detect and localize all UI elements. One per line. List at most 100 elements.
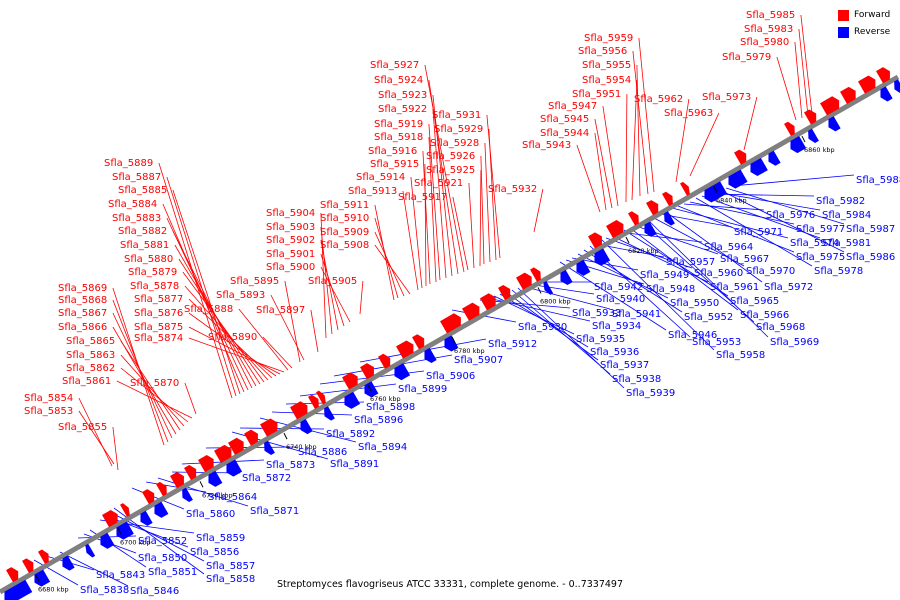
gene-label-sfla-5973: Sfla_5973 (702, 92, 751, 103)
gene-label-sfla-5884: Sfla_5884 (108, 199, 157, 210)
leader-line-sfla-5926 (480, 155, 485, 265)
reverse-gene-25 (664, 211, 675, 226)
forward-gene-22 (412, 334, 425, 350)
forward-gene-37 (804, 109, 817, 125)
gene-label-sfla-5892: Sfla_5892 (326, 429, 375, 440)
legend-reverse: Reverse (838, 25, 890, 39)
leader-line-sfla-5954 (631, 79, 638, 201)
leader-line-sfla-5932 (533, 188, 544, 233)
gene-label-sfla-5860: Sfla_5860 (186, 509, 235, 520)
reverse-gene-7 (140, 510, 153, 526)
leader-line-sfla-5966 (629, 227, 739, 311)
leader-line-sfla-5876 (188, 312, 277, 377)
gene-label-sfla-5919: Sfla_5919 (374, 119, 423, 130)
forward-gene-18 (342, 372, 358, 390)
gene-label-sfla-5917: Sfla_5917 (398, 192, 447, 203)
gene-label-sfla-5879: Sfla_5879 (128, 267, 177, 278)
gene-label-sfla-5977: Sfla_5977 (796, 224, 845, 235)
legend-reverse-label: Reverse (854, 27, 891, 37)
gene-label-sfla-5963: Sfla_5963 (664, 108, 713, 119)
gene-label-sfla-5960: Sfla_5960 (694, 268, 743, 279)
tick-label-9: 6840 kbp (716, 197, 747, 205)
gene-label-sfla-5967: Sfla_5967 (720, 254, 769, 265)
tick-label-3: 6720 kbp (202, 491, 233, 499)
leader-line-sfla-5958 (601, 239, 715, 351)
gene-label-sfla-5976: Sfla_5976 (766, 210, 815, 221)
gene-label-sfla-5888: Sfla_5888 (184, 304, 233, 315)
tick-label-8: 6820 kbp (628, 247, 659, 255)
leader-line-sfla-5978 (695, 197, 813, 267)
legend: Forward Reverse (838, 8, 890, 42)
leader-line-sfla-5871 (157, 477, 249, 507)
leader-line-sfla-5974 (671, 207, 789, 239)
gene-label-sfla-5909: Sfla_5909 (320, 227, 369, 238)
reverse-gene-26 (704, 181, 728, 203)
forward-gene-38 (820, 96, 840, 116)
gene-label-sfla-5878: Sfla_5878 (130, 281, 179, 292)
gene-label-sfla-5904: Sfla_5904 (266, 208, 315, 219)
forward-gene-21 (396, 340, 414, 359)
leader-line-sfla-5893 (270, 294, 305, 361)
gene-label-sfla-5851: Sfla_5851 (148, 567, 197, 578)
gene-label-sfla-5885: Sfla_5885 (118, 185, 167, 196)
forward-gene-14 (260, 418, 278, 437)
gene-label-sfla-5965: Sfla_5965 (730, 296, 779, 307)
leader-line-sfla-5888 (238, 308, 289, 371)
gene-label-sfla-5964: Sfla_5964 (704, 242, 753, 253)
forward-gene-15 (290, 401, 308, 420)
gene-label-sfla-5874: Sfla_5874 (134, 333, 183, 344)
gene-label-sfla-5906: Sfla_5906 (426, 371, 475, 382)
leader-line-sfla-5913 (402, 190, 419, 291)
reverse-gene-15 (344, 391, 361, 409)
forward-gene-23 (440, 313, 461, 334)
gene-label-sfla-5951: Sfla_5951 (572, 89, 621, 100)
reverse-gene-23 (594, 248, 611, 266)
leader-line-sfla-5915 (424, 163, 427, 287)
gene-label-sfla-5873: Sfla_5873 (266, 460, 315, 471)
leader-line-sfla-5885 (172, 189, 241, 395)
reverse-gene-4 (85, 543, 96, 558)
gene-label-sfla-5867: Sfla_5867 (58, 308, 107, 319)
leader-line-sfla-5901 (320, 253, 345, 327)
reverse-gene-12 (264, 440, 275, 455)
gene-label-sfla-5926: Sfla_5926 (426, 151, 475, 162)
forward-gene-39 (840, 86, 856, 104)
gene-label-sfla-5854: Sfla_5854 (24, 393, 73, 404)
forward-gene-9 (184, 465, 197, 481)
forward-gene-26 (498, 284, 511, 301)
leader-line-sfla-5977 (689, 201, 795, 225)
gene-label-sfla-5902: Sfla_5902 (266, 235, 315, 246)
tick-mark-8 (625, 236, 630, 244)
forward-gene-27 (516, 272, 532, 290)
reverse-gene-20 (543, 281, 554, 295)
gene-label-sfla-5966: Sfla_5966 (740, 310, 789, 321)
gene-label-sfla-5911: Sfla_5911 (320, 200, 369, 211)
tick-label-1: 6680 kbp (38, 585, 69, 593)
gene-label-sfla-5838: Sfla_5838 (80, 585, 129, 596)
gene-label-sfla-5953: Sfla_5953 (692, 337, 741, 348)
leader-line-sfla-5917 (452, 196, 469, 271)
gene-label-sfla-5858: Sfla_5858 (206, 574, 255, 585)
gene-label-sfla-5985: Sfla_5985 (746, 10, 795, 21)
genome-backbone (0, 74, 900, 595)
reverse-gene-6 (116, 521, 134, 540)
gene-label-sfla-5915: Sfla_5915 (370, 159, 419, 170)
label-leader-lines (33, 14, 855, 587)
leader-line-sfla-5979 (776, 56, 797, 121)
reverse-gene-33 (880, 86, 893, 102)
leader-line-sfla-5855 (112, 426, 119, 471)
forward-gene-34 (680, 181, 690, 196)
leader-line-sfla-5895 (284, 280, 301, 363)
gene-label-sfla-5890: Sfla_5890 (208, 332, 257, 343)
leader-line-sfla-5927 (424, 64, 465, 273)
gene-features (4, 67, 900, 600)
forward-gene-5 (120, 503, 130, 517)
gene-label-sfla-5898: Sfla_5898 (366, 402, 415, 413)
gene-label-sfla-5864: Sfla_5864 (208, 492, 257, 503)
gene-label-sfla-5905: Sfla_5905 (308, 276, 357, 287)
gene-label-sfla-5907: Sfla_5907 (454, 355, 503, 366)
leader-line-sfla-5909 (374, 231, 405, 297)
gene-label-sfla-5913: Sfla_5913 (348, 186, 397, 197)
gene-label-sfla-5959: Sfla_5959 (584, 33, 633, 44)
